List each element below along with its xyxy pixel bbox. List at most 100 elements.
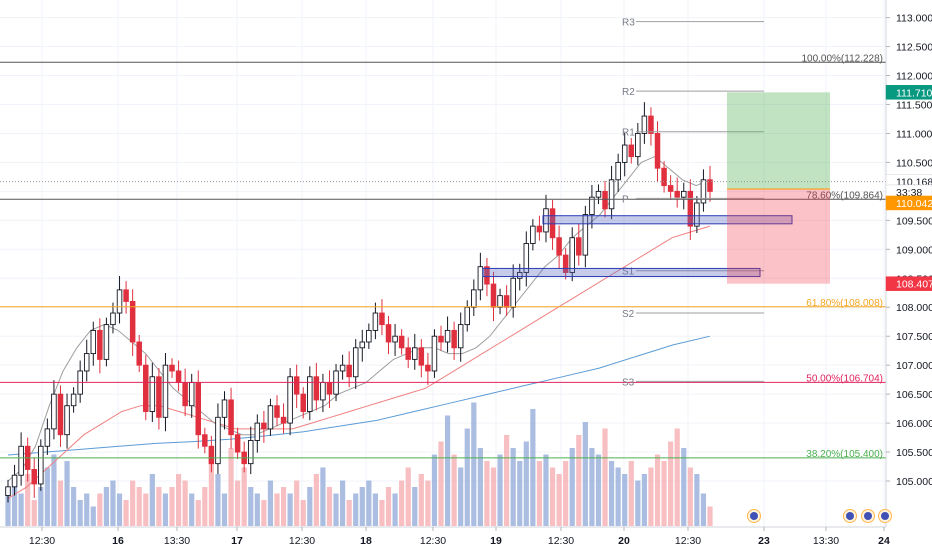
volume-bar (280, 487, 287, 526)
candle-body (451, 329, 457, 349)
candle-body (346, 364, 352, 378)
time-tick-label: 12:30 (675, 535, 701, 547)
candle-body (700, 179, 707, 204)
volume-bar (31, 500, 37, 526)
volume-bar (418, 474, 424, 526)
volume-bar (202, 487, 208, 526)
candle-body (582, 214, 589, 256)
indicator-lines (7, 156, 711, 499)
event-marker-core (864, 512, 872, 520)
candle-body (379, 312, 385, 326)
volume-bar (379, 500, 385, 526)
time-tick-label: 12:30 (29, 535, 55, 547)
candle-body (156, 376, 162, 418)
candle-body (398, 335, 405, 349)
volume-bar (5, 487, 11, 526)
candle-body (510, 277, 516, 308)
volume-bar (444, 415, 451, 526)
candle-body (64, 405, 70, 436)
volume-bar (563, 461, 569, 526)
price-label-text: 108.407 (896, 279, 932, 291)
volume-bar (681, 448, 687, 526)
price-tick-label: 113.000 (896, 13, 932, 25)
profit-zone (727, 92, 830, 189)
price-tick-label: 106.000 (896, 418, 932, 430)
volume-bar (254, 493, 260, 526)
volume-bar (333, 493, 339, 526)
volume-bar (71, 487, 77, 526)
candle-body (602, 190, 608, 210)
candle-body (667, 185, 674, 192)
volume-bar (90, 506, 96, 526)
candle-body (11, 474, 18, 488)
candle-body (280, 416, 287, 424)
volume-bar (497, 454, 503, 526)
candle-body (38, 445, 44, 485)
event-marker-core (846, 512, 854, 520)
candle-body (188, 382, 195, 407)
price-label-text: 110.042 (896, 198, 932, 210)
volume-bar (458, 467, 464, 526)
candle-body (648, 115, 654, 134)
time-tick-label: 24 (878, 535, 890, 547)
candle-body (90, 329, 97, 355)
volume-bar (687, 467, 693, 526)
candle-body (31, 468, 37, 485)
candle-body (359, 341, 366, 349)
volume-bar (366, 480, 372, 526)
volume-bar (189, 493, 195, 526)
volume-bar (123, 500, 129, 526)
ma-long-line (7, 335, 711, 456)
time-tick-label: 13:30 (164, 535, 190, 547)
volume-bar (490, 467, 497, 526)
volume-bar (44, 467, 50, 526)
event-marker-core (881, 512, 889, 520)
candle-body (661, 167, 667, 187)
volume-bar (438, 441, 444, 526)
loss-zone (727, 188, 830, 284)
price-label-box (885, 195, 932, 211)
volume-bar (64, 461, 70, 526)
volume-bar (182, 480, 188, 526)
candle-body (287, 376, 293, 424)
price-tick-label: 108.000 (896, 302, 932, 314)
candle-body (274, 405, 280, 418)
candle-body (694, 202, 700, 227)
volume-bar (156, 487, 162, 526)
volume-bar (11, 480, 18, 526)
volume-bar (510, 448, 516, 526)
candle-body (83, 353, 90, 372)
candle-body (129, 300, 136, 343)
candle-body (562, 254, 569, 273)
candle-body (615, 161, 621, 181)
volume-bar (169, 487, 175, 526)
volume-bar (425, 480, 431, 526)
candle-body (182, 382, 188, 407)
candle-body (385, 324, 392, 343)
volume-bar (674, 428, 680, 526)
volume-bar (431, 454, 438, 526)
volume-bar (622, 474, 628, 526)
volume-bar (241, 467, 247, 526)
time-tick-label: 18 (360, 535, 372, 547)
price-tick-label: 112.000 (896, 71, 932, 83)
candle-body (307, 376, 313, 412)
candle-body (352, 347, 359, 378)
volume-bar (38, 487, 44, 526)
volume-bar (608, 461, 615, 526)
candle-body (444, 329, 451, 343)
price-axis: 113.000 112.500 112.000 111.500 111.000 110.5… (885, 0, 932, 527)
volume-bar (346, 500, 352, 526)
candle-body (300, 393, 306, 412)
ma-mid-line (7, 225, 711, 499)
time-tick-label: 12:30 (420, 535, 446, 547)
volume-bar (130, 480, 136, 526)
price-tick-label: 111.500 (896, 99, 932, 111)
volume-bars (5, 402, 713, 526)
candle-body (175, 370, 182, 384)
volume-bar (641, 474, 647, 526)
candle-body (621, 144, 628, 163)
candle-body (267, 405, 274, 430)
candle-body (103, 324, 110, 360)
